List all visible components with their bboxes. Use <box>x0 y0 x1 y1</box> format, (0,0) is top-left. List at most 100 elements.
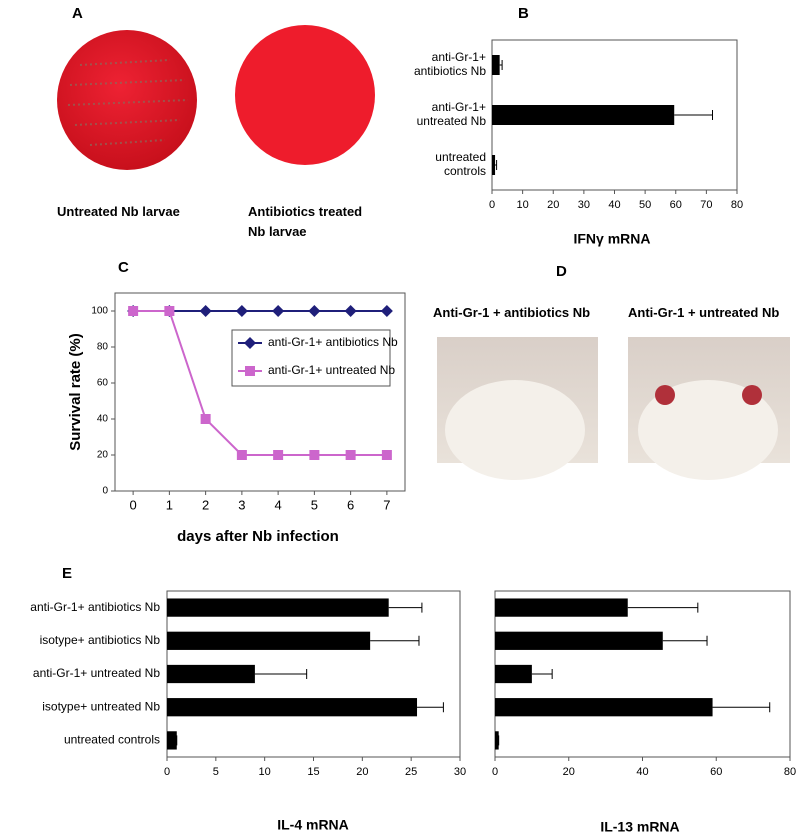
error-bar <box>417 702 444 713</box>
marker <box>345 450 356 460</box>
x-tick-label: 10 <box>517 199 529 211</box>
x-tick-label: 0 <box>130 497 137 512</box>
plate-photo <box>57 30 197 170</box>
panel-label: E <box>62 565 72 582</box>
y-tick-label: anti-Gr-1+ antibiotics Nb <box>30 600 160 614</box>
x-tick-label: 80 <box>784 766 796 778</box>
x-tick-label: 10 <box>259 766 271 778</box>
error-bar <box>627 602 699 613</box>
colony-streaks <box>67 59 189 146</box>
error-bar <box>495 160 498 170</box>
error-bar <box>370 635 420 646</box>
x-tick-label: 0 <box>164 766 170 778</box>
x-tick-label: 80 <box>731 199 743 211</box>
y-tick-label: anti-Gr-1+ untreated Nb <box>417 100 487 128</box>
x-tick-label: 0 <box>492 766 498 778</box>
marker <box>128 306 139 316</box>
y-tick-label: isotype+ antibiotics Nb <box>40 633 161 647</box>
marker <box>164 306 175 316</box>
error-bar <box>388 602 423 613</box>
x-tick-label: 4 <box>275 497 282 512</box>
label-line: anti-Gr-1+ <box>432 100 486 114</box>
panel-label: A <box>72 5 83 22</box>
photo-caption: Anti-Gr-1 + untreated Nb <box>628 305 780 320</box>
x-tick-label: 5 <box>213 766 219 778</box>
legend-marker <box>244 337 256 349</box>
marker <box>309 450 320 460</box>
bar <box>167 598 389 617</box>
error-bar <box>674 110 713 120</box>
x-tick-label: 60 <box>710 766 722 778</box>
x-tick-label: 1 <box>166 497 173 512</box>
panel-label: C <box>118 259 129 276</box>
bar <box>492 105 675 125</box>
label-line: controls <box>444 164 486 178</box>
x-axis-title: days after Nb infection <box>177 528 339 545</box>
x-tick-label: 30 <box>578 199 590 211</box>
label-line: antibiotics Nb <box>414 64 486 78</box>
plot-frame <box>114 292 406 492</box>
plate-photo <box>235 25 375 165</box>
marker <box>235 305 248 317</box>
series-line <box>133 310 387 456</box>
ear-lesion <box>655 385 675 405</box>
marker <box>381 450 392 460</box>
x-tick-label: 70 <box>700 199 712 211</box>
x-tick-label: 2 <box>202 497 209 512</box>
marker <box>236 450 247 460</box>
legend-box <box>231 329 391 387</box>
label-line: untreated <box>435 150 486 164</box>
x-tick-label: 50 <box>639 199 651 211</box>
bar <box>167 698 418 717</box>
y-tick-label: 100 <box>91 306 108 317</box>
legend-label: anti-Gr-1+ untreated Nb <box>268 363 395 377</box>
bar <box>492 55 500 75</box>
y-tick-label: isotype+ untreated Nb <box>42 699 160 713</box>
mouse-head <box>638 380 778 480</box>
y-tick-label: 0 <box>102 486 108 497</box>
marker <box>273 450 284 460</box>
y-tick-label: 80 <box>97 342 109 353</box>
x-tick-label: 40 <box>608 199 620 211</box>
y-tick-label: anti-Gr-1+ untreated Nb <box>33 666 160 680</box>
marker <box>199 305 212 317</box>
x-tick-label: 0 <box>489 199 495 211</box>
label-line: untreated Nb <box>417 114 487 128</box>
marker <box>272 305 285 317</box>
marker <box>308 305 321 317</box>
error-bar <box>254 669 308 679</box>
bar <box>495 698 713 717</box>
x-tick-label: 3 <box>238 497 245 512</box>
marker <box>344 305 357 317</box>
y-tick-label: 40 <box>97 414 109 425</box>
y-tick-label: untreated controls <box>64 733 160 747</box>
bar <box>167 631 371 650</box>
x-tick-label: 20 <box>563 766 575 778</box>
bar <box>495 598 628 617</box>
y-tick-label: untreated controls <box>435 150 486 178</box>
bar <box>495 664 532 684</box>
x-tick-label: 60 <box>670 199 682 211</box>
bar <box>495 631 663 650</box>
x-tick-label: 6 <box>347 497 354 512</box>
x-tick-label: 30 <box>454 766 466 778</box>
x-tick-label: 25 <box>405 766 417 778</box>
marker <box>200 414 211 424</box>
bar <box>492 155 496 175</box>
x-tick-label: 15 <box>307 766 319 778</box>
bar <box>167 731 177 750</box>
x-axis-title: IL-13 mRNA <box>600 819 679 835</box>
x-tick-label: 7 <box>383 497 390 512</box>
marker <box>380 305 393 317</box>
y-tick-label: 60 <box>97 378 109 389</box>
mouse-head <box>445 380 585 480</box>
panel-label: B <box>518 5 529 22</box>
photo-caption: Antibiotics treated Nb larvae <box>248 204 363 239</box>
x-tick-label: 40 <box>636 766 648 778</box>
error-bar <box>499 60 503 70</box>
photo-caption: Untreated Nb larvae <box>57 204 180 219</box>
y-tick-label: 20 <box>97 450 109 461</box>
bar <box>167 664 255 684</box>
